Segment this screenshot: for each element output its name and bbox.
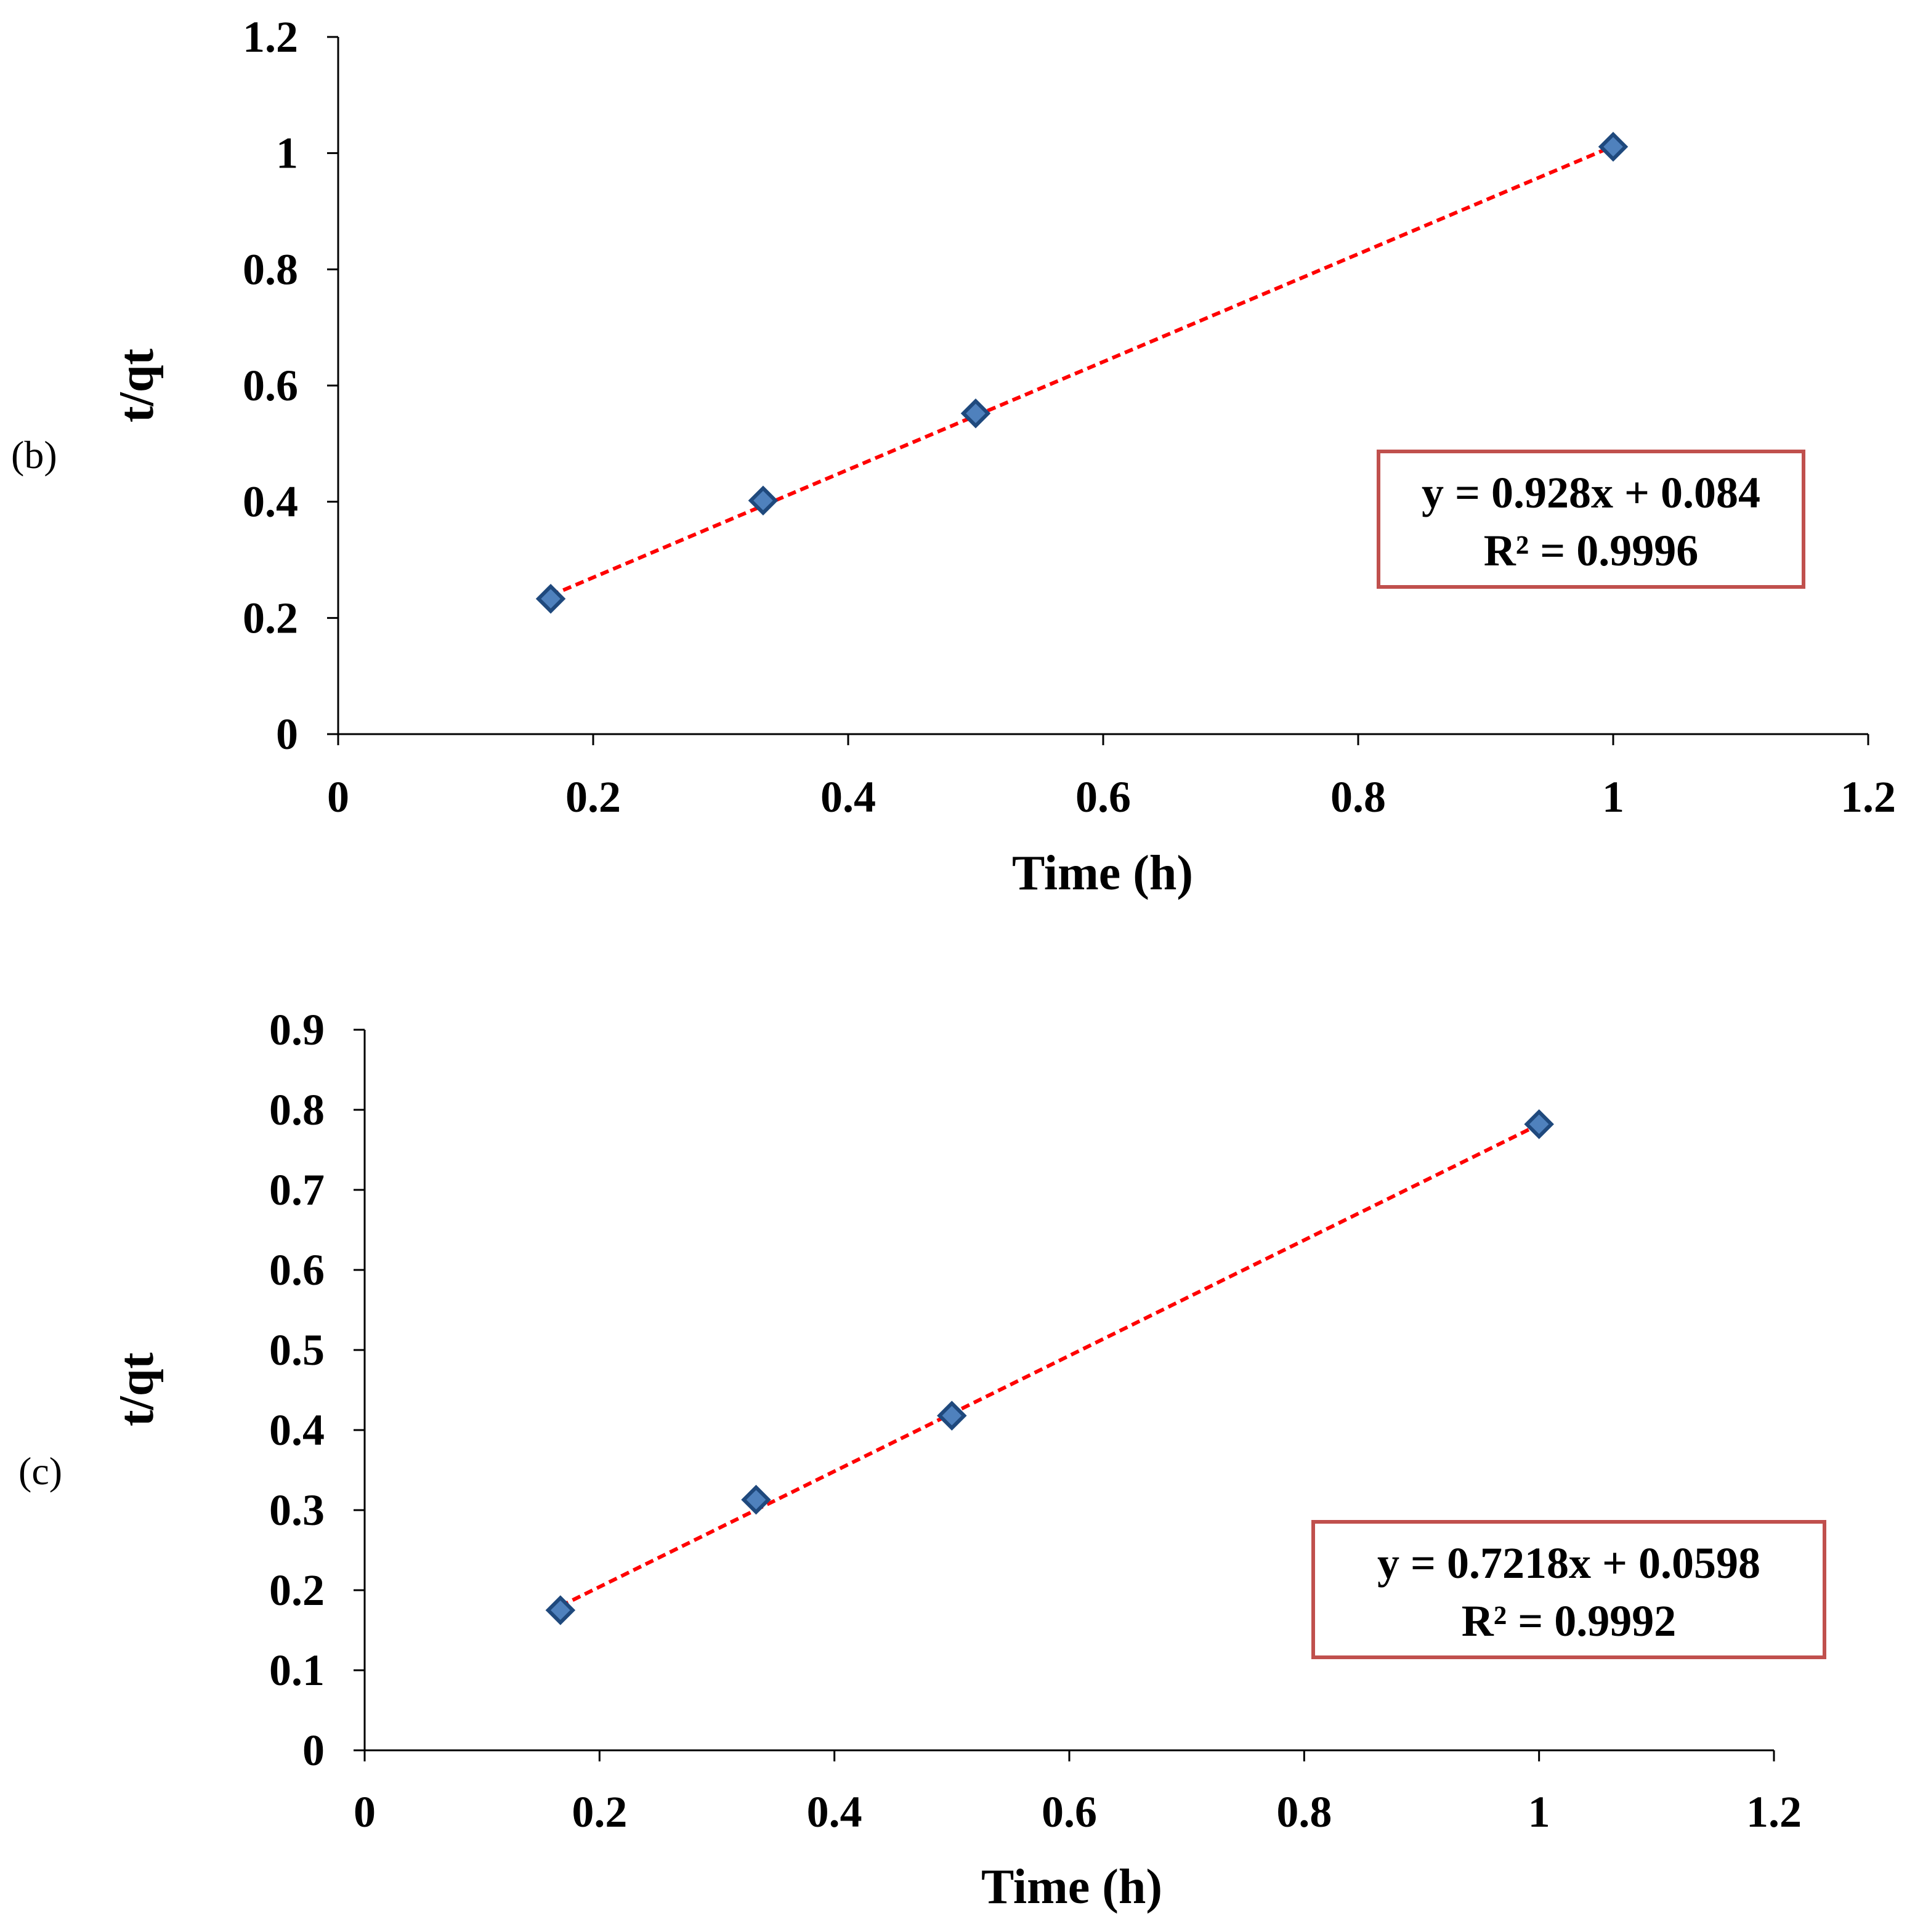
data-point	[741, 1484, 771, 1515]
chart-panel-b: 0 0.2 0.4 0.6 0.8 1 1.2 0 0.2 0.4 0.6 0.8 1 1.2 Time (…	[11, 12, 1896, 900]
x-tick-label: 1.2	[1746, 1787, 1802, 1837]
y-tick-label: 0.1	[269, 1646, 325, 1695]
data-point	[960, 398, 991, 429]
trendline	[549, 144, 1614, 597]
y-tick-label: 0	[276, 709, 298, 759]
y-tick-label: 0.6	[243, 361, 298, 410]
equation-box	[1377, 450, 1805, 589]
panel-label: (b)	[11, 433, 57, 477]
equation-box	[1311, 1520, 1826, 1659]
y-tick-label: 0.3	[269, 1485, 325, 1535]
y-axis-label: t/qt	[110, 349, 164, 422]
y-tick-label: 0.4	[269, 1405, 325, 1455]
data-point	[937, 1400, 967, 1431]
x-tick-label: 0.6	[1042, 1787, 1097, 1837]
y-tick-label: 0.5	[269, 1325, 325, 1375]
y-tick-label: 0.2	[269, 1566, 325, 1615]
x-tick-label: 0	[327, 772, 349, 822]
r2-text: R² = 0.9992	[1462, 1596, 1677, 1646]
chart-panel-c: 0 0.1 0.2 0.3 0.4 0.5 0.6 0.7 0.8 0.9 0 0.2 0.4 0.6 0.…	[18, 1005, 1826, 1914]
data-point	[748, 485, 779, 516]
y-tick-label: 0.8	[269, 1085, 325, 1134]
y-tick-label: 0	[302, 1726, 325, 1775]
y-tick-label: 0.7	[269, 1165, 325, 1215]
panel-label: (c)	[18, 1449, 62, 1493]
x-tick-label: 0.2	[572, 1787, 627, 1837]
data-point	[535, 583, 566, 614]
data-point	[545, 1595, 576, 1625]
x-axis-label: Time (h)	[1012, 846, 1193, 900]
x-tick-label: 0.4	[820, 772, 876, 822]
r2-text: R² = 0.9996	[1484, 526, 1699, 575]
y-tick-label: 1	[276, 129, 298, 178]
x-tick-label: 1	[1528, 1787, 1550, 1837]
x-tick-label: 0.4	[807, 1787, 862, 1837]
x-tick-label: 1	[1602, 772, 1624, 822]
x-tick-label: 0.8	[1276, 1787, 1332, 1837]
equation-text: y = 0.928x + 0.084	[1422, 468, 1760, 517]
y-tick-label: 0.6	[269, 1245, 325, 1295]
x-tick-label: 1.2	[1840, 772, 1896, 822]
y-tick-label: 1.2	[243, 12, 298, 62]
y-tick-label: 0.9	[269, 1005, 325, 1054]
x-tick-label: 0.6	[1075, 772, 1131, 822]
x-tick-label: 0	[354, 1787, 376, 1837]
x-tick-label: 0.8	[1330, 772, 1386, 822]
x-axis-label: Time (h)	[981, 1860, 1162, 1914]
equation-text: y = 0.7218x + 0.0598	[1377, 1538, 1760, 1588]
trendline	[559, 1123, 1540, 1608]
y-tick-label: 0.2	[243, 593, 298, 642]
y-tick-label: 0.4	[243, 477, 298, 527]
data-point	[1598, 132, 1629, 162]
y-tick-label: 0.8	[243, 245, 298, 294]
y-axis-label: t/qt	[110, 1352, 164, 1426]
data-point	[1524, 1109, 1554, 1139]
x-tick-label: 0.2	[565, 772, 621, 822]
